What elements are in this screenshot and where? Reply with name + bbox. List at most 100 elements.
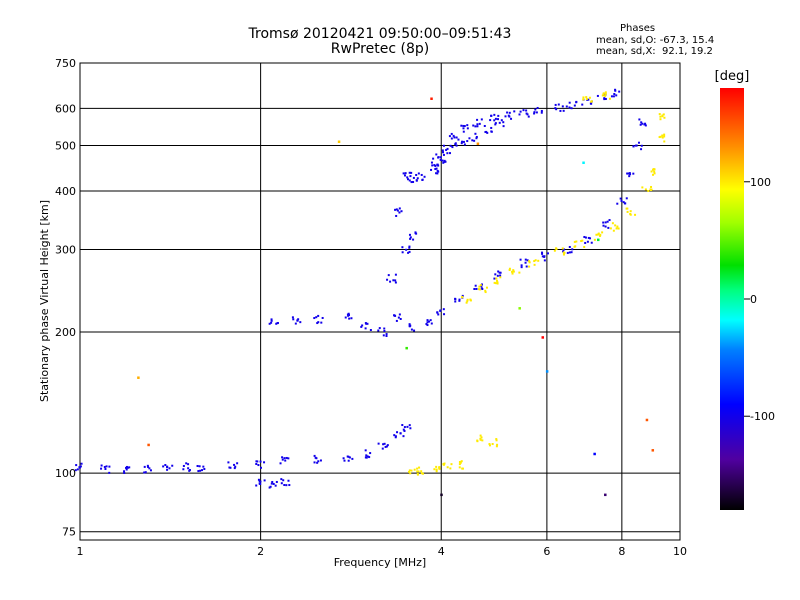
- stray-point-12: [405, 346, 408, 350]
- phases-label: Phases: [620, 23, 656, 34]
- echo-point-O-54: [489, 113, 500, 122]
- echo-point-O-3: [143, 464, 152, 474]
- echo-point-X-18: [650, 168, 656, 176]
- echo-point-X-20: [658, 113, 666, 121]
- x-axis-label: Frequency [MHz]: [334, 556, 426, 569]
- echo-point-O-63: [494, 118, 505, 128]
- echo-point-O-37: [616, 197, 628, 205]
- y-tick-label-0: 75: [62, 526, 76, 539]
- echo-point-X-19: [658, 133, 666, 143]
- echo-point-O-1: [100, 464, 111, 474]
- colorbar-tick-label-2: -100: [750, 410, 775, 423]
- echo-point-O-34: [562, 245, 574, 254]
- echo-point-X-3: [442, 462, 453, 470]
- echo-point-O-31: [493, 270, 502, 280]
- echo-point-O-26: [408, 323, 416, 332]
- echo-point-O-64: [554, 103, 565, 112]
- grid-lines: [80, 63, 680, 540]
- echo-point-O-38: [626, 172, 635, 178]
- echo-point-O-46: [408, 175, 418, 184]
- stray-point-9: [604, 493, 607, 497]
- stray-point-13: [593, 452, 596, 456]
- echo-point-X-9: [493, 276, 502, 285]
- echo-point-O-20: [291, 316, 302, 325]
- stray-point-7: [582, 161, 585, 165]
- echo-point-O-45: [402, 171, 413, 181]
- echo-point-O-13: [377, 442, 389, 450]
- y-tick-label-3: 300: [55, 244, 76, 257]
- echo-point-X-10: [508, 267, 521, 275]
- y-tick-labels: 75 100 200 300 400 500 600 750: [55, 57, 76, 539]
- x-tick-label-1: 2: [257, 545, 264, 558]
- echo-point-O-6: [196, 464, 206, 473]
- colorbar-label: [deg]: [715, 69, 750, 84]
- phases-o-stats: mean, sd,O: -67.3, 15.4: [596, 35, 715, 46]
- stray-point-15: [651, 449, 655, 452]
- colorbar-tick-label-0: 100: [750, 176, 771, 189]
- echo-point-O-55: [504, 110, 516, 120]
- echo-point-X-11: [528, 259, 540, 268]
- y-tick-label-1: 100: [55, 467, 76, 480]
- echo-point-O-33: [541, 251, 550, 262]
- echo-point-O-0: [74, 462, 83, 472]
- echo-point-O-43: [408, 231, 418, 241]
- chart-subtitle: RwPretec (8p): [330, 41, 430, 57]
- echo-point-O-48: [430, 167, 440, 175]
- echo-point-O-16: [255, 478, 266, 487]
- echo-point-X-7: [461, 295, 472, 304]
- echo-point-O-42: [401, 245, 411, 254]
- echo-point-O-22: [344, 312, 353, 320]
- y-tick-label-7: 750: [55, 57, 76, 70]
- echo-point-O-56: [518, 109, 530, 118]
- echo-point-O-24: [377, 327, 388, 338]
- y-tick-label-6: 600: [55, 102, 76, 115]
- echo-point-X-0: [407, 468, 420, 475]
- echo-point-O-32: [519, 258, 529, 269]
- y-tick-label-2: 200: [55, 326, 76, 339]
- stray-point-0: [147, 443, 150, 447]
- stray-point-1: [137, 376, 140, 379]
- echo-point-O-4: [162, 464, 174, 471]
- echo-point-O-25: [393, 313, 402, 322]
- echo-point-O-68: [610, 88, 621, 98]
- stray-point-2: [337, 140, 341, 144]
- stray-point-8: [596, 238, 600, 242]
- echo-point-O-59: [435, 148, 448, 159]
- chart-title: Tromsø 20120421 09:50:00–09:51:43: [248, 26, 512, 42]
- colorbar-ticks: 100 0 -100: [744, 176, 775, 423]
- y-tick-label-5: 500: [55, 140, 76, 153]
- echo-point-O-23: [360, 322, 372, 332]
- echo-point-X-2: [433, 465, 441, 473]
- stray-point-4: [476, 142, 480, 146]
- echo-point-X-17: [641, 185, 653, 193]
- echo-point-O-12: [364, 449, 372, 459]
- echo-point-O-50: [442, 144, 454, 155]
- phases-x-stats: mean, sd,X: 92.1, 19.2: [596, 46, 713, 57]
- echo-point-O-51: [448, 132, 460, 141]
- x-tick-labels: 1 2 4 6 8 10: [77, 545, 688, 558]
- stray-point-6: [518, 307, 521, 310]
- echo-point-O-15: [401, 424, 412, 432]
- echo-point-O-8: [255, 460, 266, 469]
- x-tick-label-0: 1: [77, 545, 84, 558]
- x-tick-label-2: 4: [438, 545, 445, 558]
- echo-point-X-13: [573, 239, 586, 248]
- echo-point-O-44: [394, 207, 403, 217]
- echo-point-X-22: [601, 91, 611, 100]
- echo-point-O-21: [313, 314, 324, 325]
- echo-point-O-35: [583, 235, 593, 244]
- echo-point-O-60: [454, 140, 466, 147]
- data-points: [74, 88, 666, 497]
- x-tick-label-5: 10: [673, 545, 687, 558]
- echo-point-O-14: [393, 431, 405, 439]
- y-tick-label-4: 400: [55, 185, 76, 198]
- echo-point-X-15: [609, 222, 620, 232]
- echo-point-O-58: [430, 157, 440, 167]
- echo-point-O-53: [472, 118, 483, 128]
- x-tick-label-4: 8: [618, 545, 625, 558]
- echo-point-O-10: [313, 454, 322, 464]
- echo-point-O-52: [460, 124, 469, 133]
- echo-point-X-12: [553, 247, 566, 256]
- echo-point-O-36: [602, 219, 611, 229]
